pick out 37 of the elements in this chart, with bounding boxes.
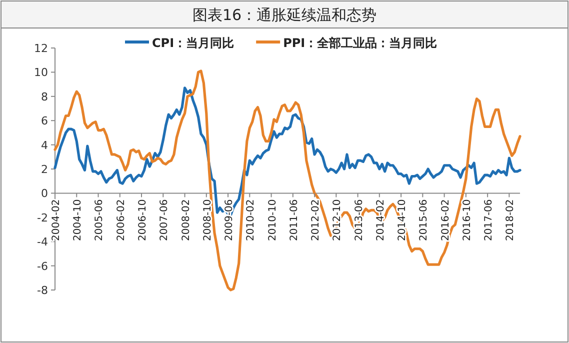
- x-tick-label: 2015-06: [418, 199, 430, 241]
- y-tick-label: 0: [41, 187, 48, 200]
- y-tick-label: -8: [37, 284, 48, 297]
- x-tick-label: 2016-10: [462, 199, 473, 241]
- x-tick-label: 2012-10: [332, 199, 344, 241]
- x-tick-label: 2018-02: [505, 199, 516, 241]
- x-tick-label: 2006-10: [138, 199, 149, 241]
- x-tick-label: 2017-06: [484, 199, 495, 241]
- x-tick-label: 2011-06: [288, 199, 300, 241]
- legend-label: CPI：当月同比: [152, 36, 234, 50]
- x-tick-label: 2014-02: [375, 199, 386, 241]
- y-tick-label: -6: [37, 260, 48, 273]
- x-tick-label: 2010-10: [267, 199, 278, 241]
- x-tick-label: 2010-02: [246, 199, 257, 241]
- x-tick-label: 2008-10: [202, 199, 214, 241]
- y-tick-label: 8: [41, 90, 48, 104]
- y-tick-label: 2: [41, 163, 48, 176]
- legend-label: PPI：全部工业品：当月同比: [283, 36, 438, 50]
- chart-title: 图表16：通胀延续温和态势: [192, 6, 377, 24]
- x-tick-label: 2012-02: [310, 199, 322, 241]
- x-tick-label: 2005-06: [94, 199, 106, 241]
- x-tick-label: 2007-06: [159, 199, 170, 241]
- x-tick-label: 2004-10: [72, 199, 84, 241]
- x-tick-label: 2008-02: [180, 199, 192, 241]
- y-tick-label: 6: [41, 114, 48, 128]
- line-series: [54, 70, 522, 292]
- x-tick-label: 2016-02: [440, 199, 452, 241]
- x-tick-label: 2013-06: [354, 199, 365, 241]
- y-tick-label: -2: [37, 211, 48, 224]
- y-tick-label: 10: [34, 66, 48, 80]
- x-tick-label: 2014-10: [397, 199, 408, 241]
- y-tick-label: -4: [37, 236, 48, 249]
- x-tick-label: 2009-06: [224, 199, 236, 241]
- y-tick-label: 12: [34, 42, 48, 55]
- x-tick-label: 2004-02: [51, 199, 62, 241]
- y-tick-label: 4: [41, 138, 48, 152]
- x-tick-label: 2006-02: [116, 199, 127, 241]
